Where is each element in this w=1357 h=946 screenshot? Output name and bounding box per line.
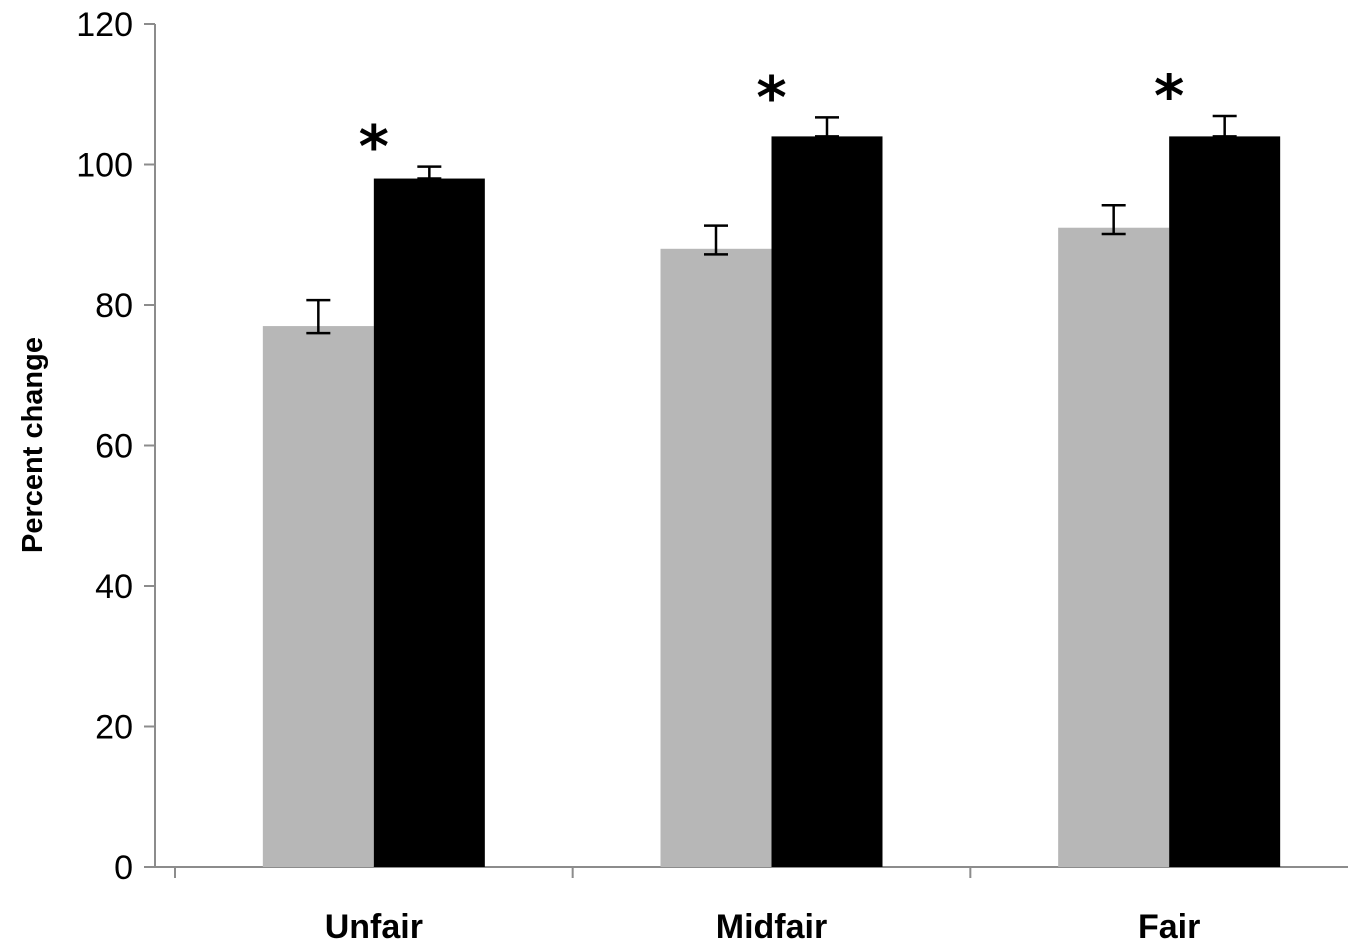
y-tick-label: 80: [95, 287, 133, 325]
y-tick-label: 120: [76, 6, 133, 44]
y-tick-label: 20: [95, 709, 133, 747]
y-tick-label: 100: [76, 147, 133, 185]
y-axis-title: Percent change: [17, 337, 49, 553]
x-tick-label: Midfair: [716, 908, 827, 946]
bar: [373, 178, 485, 868]
significance-annotation: *: [359, 113, 389, 181]
significance-annotation: *: [756, 63, 786, 131]
x-tick-label: Fair: [1138, 908, 1200, 946]
bar: [1169, 136, 1281, 867]
y-tick-label: 0: [114, 849, 133, 887]
bar: [771, 136, 883, 867]
y-tick-label: 60: [95, 428, 133, 466]
y-tick-label: 40: [95, 568, 133, 606]
bar: [1058, 227, 1170, 868]
bar: [660, 248, 772, 868]
x-tick-label: Unfair: [325, 908, 423, 946]
bar: [262, 326, 374, 867]
significance-annotation: *: [1154, 62, 1184, 130]
